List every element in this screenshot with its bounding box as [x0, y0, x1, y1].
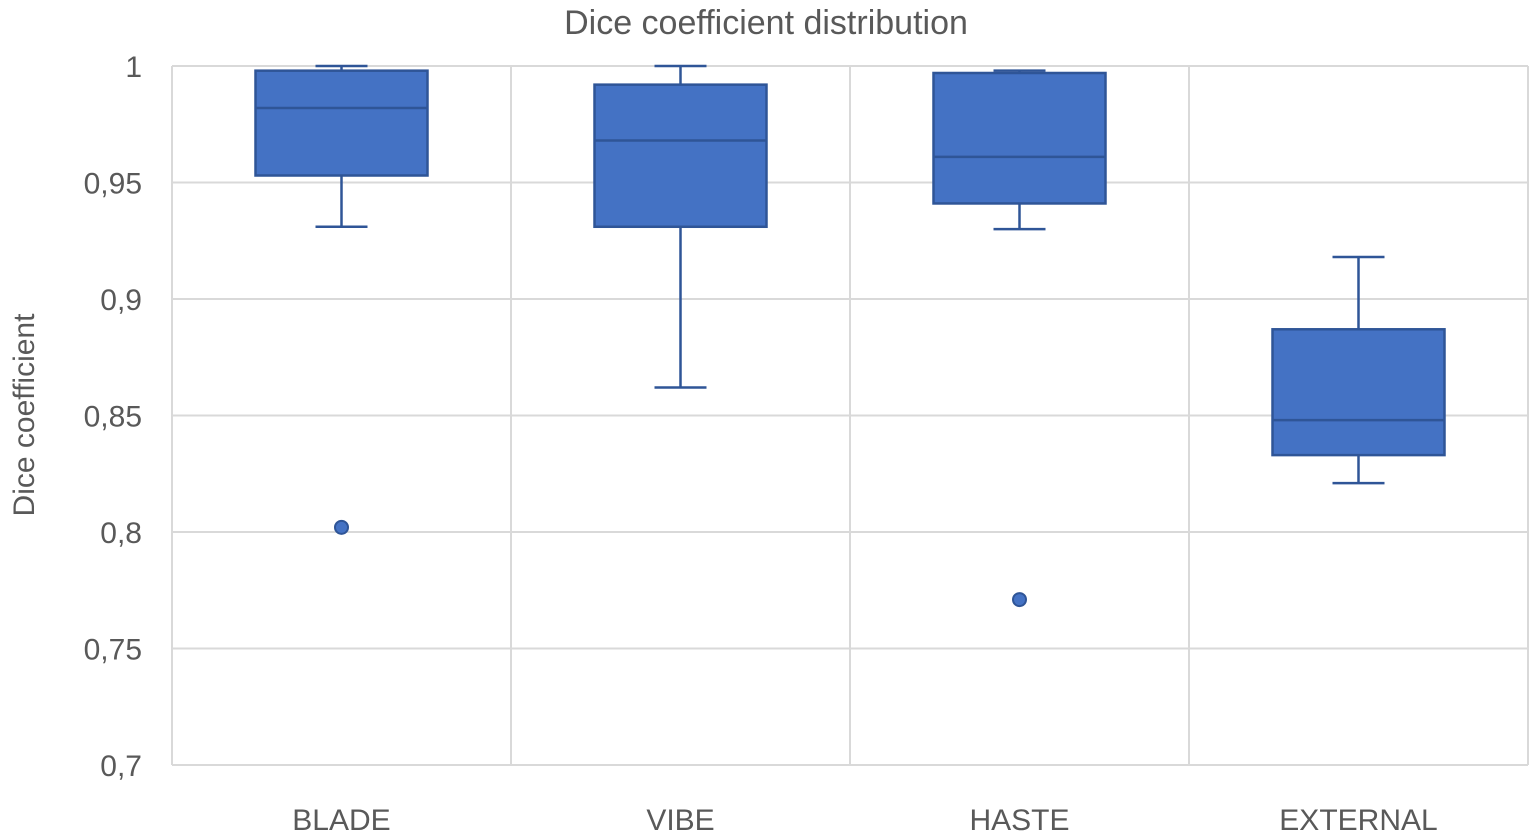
iqr-box [932, 71, 1107, 205]
y-tick-label: 0,7 [100, 750, 142, 783]
iqr-box [254, 69, 429, 177]
x-tick-label: BLADE [292, 804, 390, 837]
box-group-external [1271, 255, 1446, 485]
box-group-vibe [593, 64, 768, 389]
chart-title: Dice coefficient distribution [564, 4, 968, 42]
y-tick-label: 0,8 [100, 517, 142, 550]
outlier-point [334, 519, 349, 535]
iqr-box [1271, 328, 1446, 457]
y-axis-label: Dice coefficient [8, 313, 41, 517]
box-group-haste [932, 69, 1107, 608]
x-tick-label: EXTERNAL [1279, 804, 1437, 837]
iqr-box [593, 83, 768, 229]
y-tick-label: 0,95 [84, 168, 142, 201]
y-tick-label: 0,75 [84, 634, 142, 667]
y-tick-label: 1 [125, 51, 142, 84]
x-tick-label: VIBE [646, 804, 714, 837]
box-group-blade [254, 64, 429, 535]
y-tick-label: 0,9 [100, 284, 142, 317]
outlier-point [1012, 592, 1027, 608]
y-tick-label: 0,85 [84, 401, 142, 434]
x-tick-label: HASTE [969, 804, 1069, 837]
